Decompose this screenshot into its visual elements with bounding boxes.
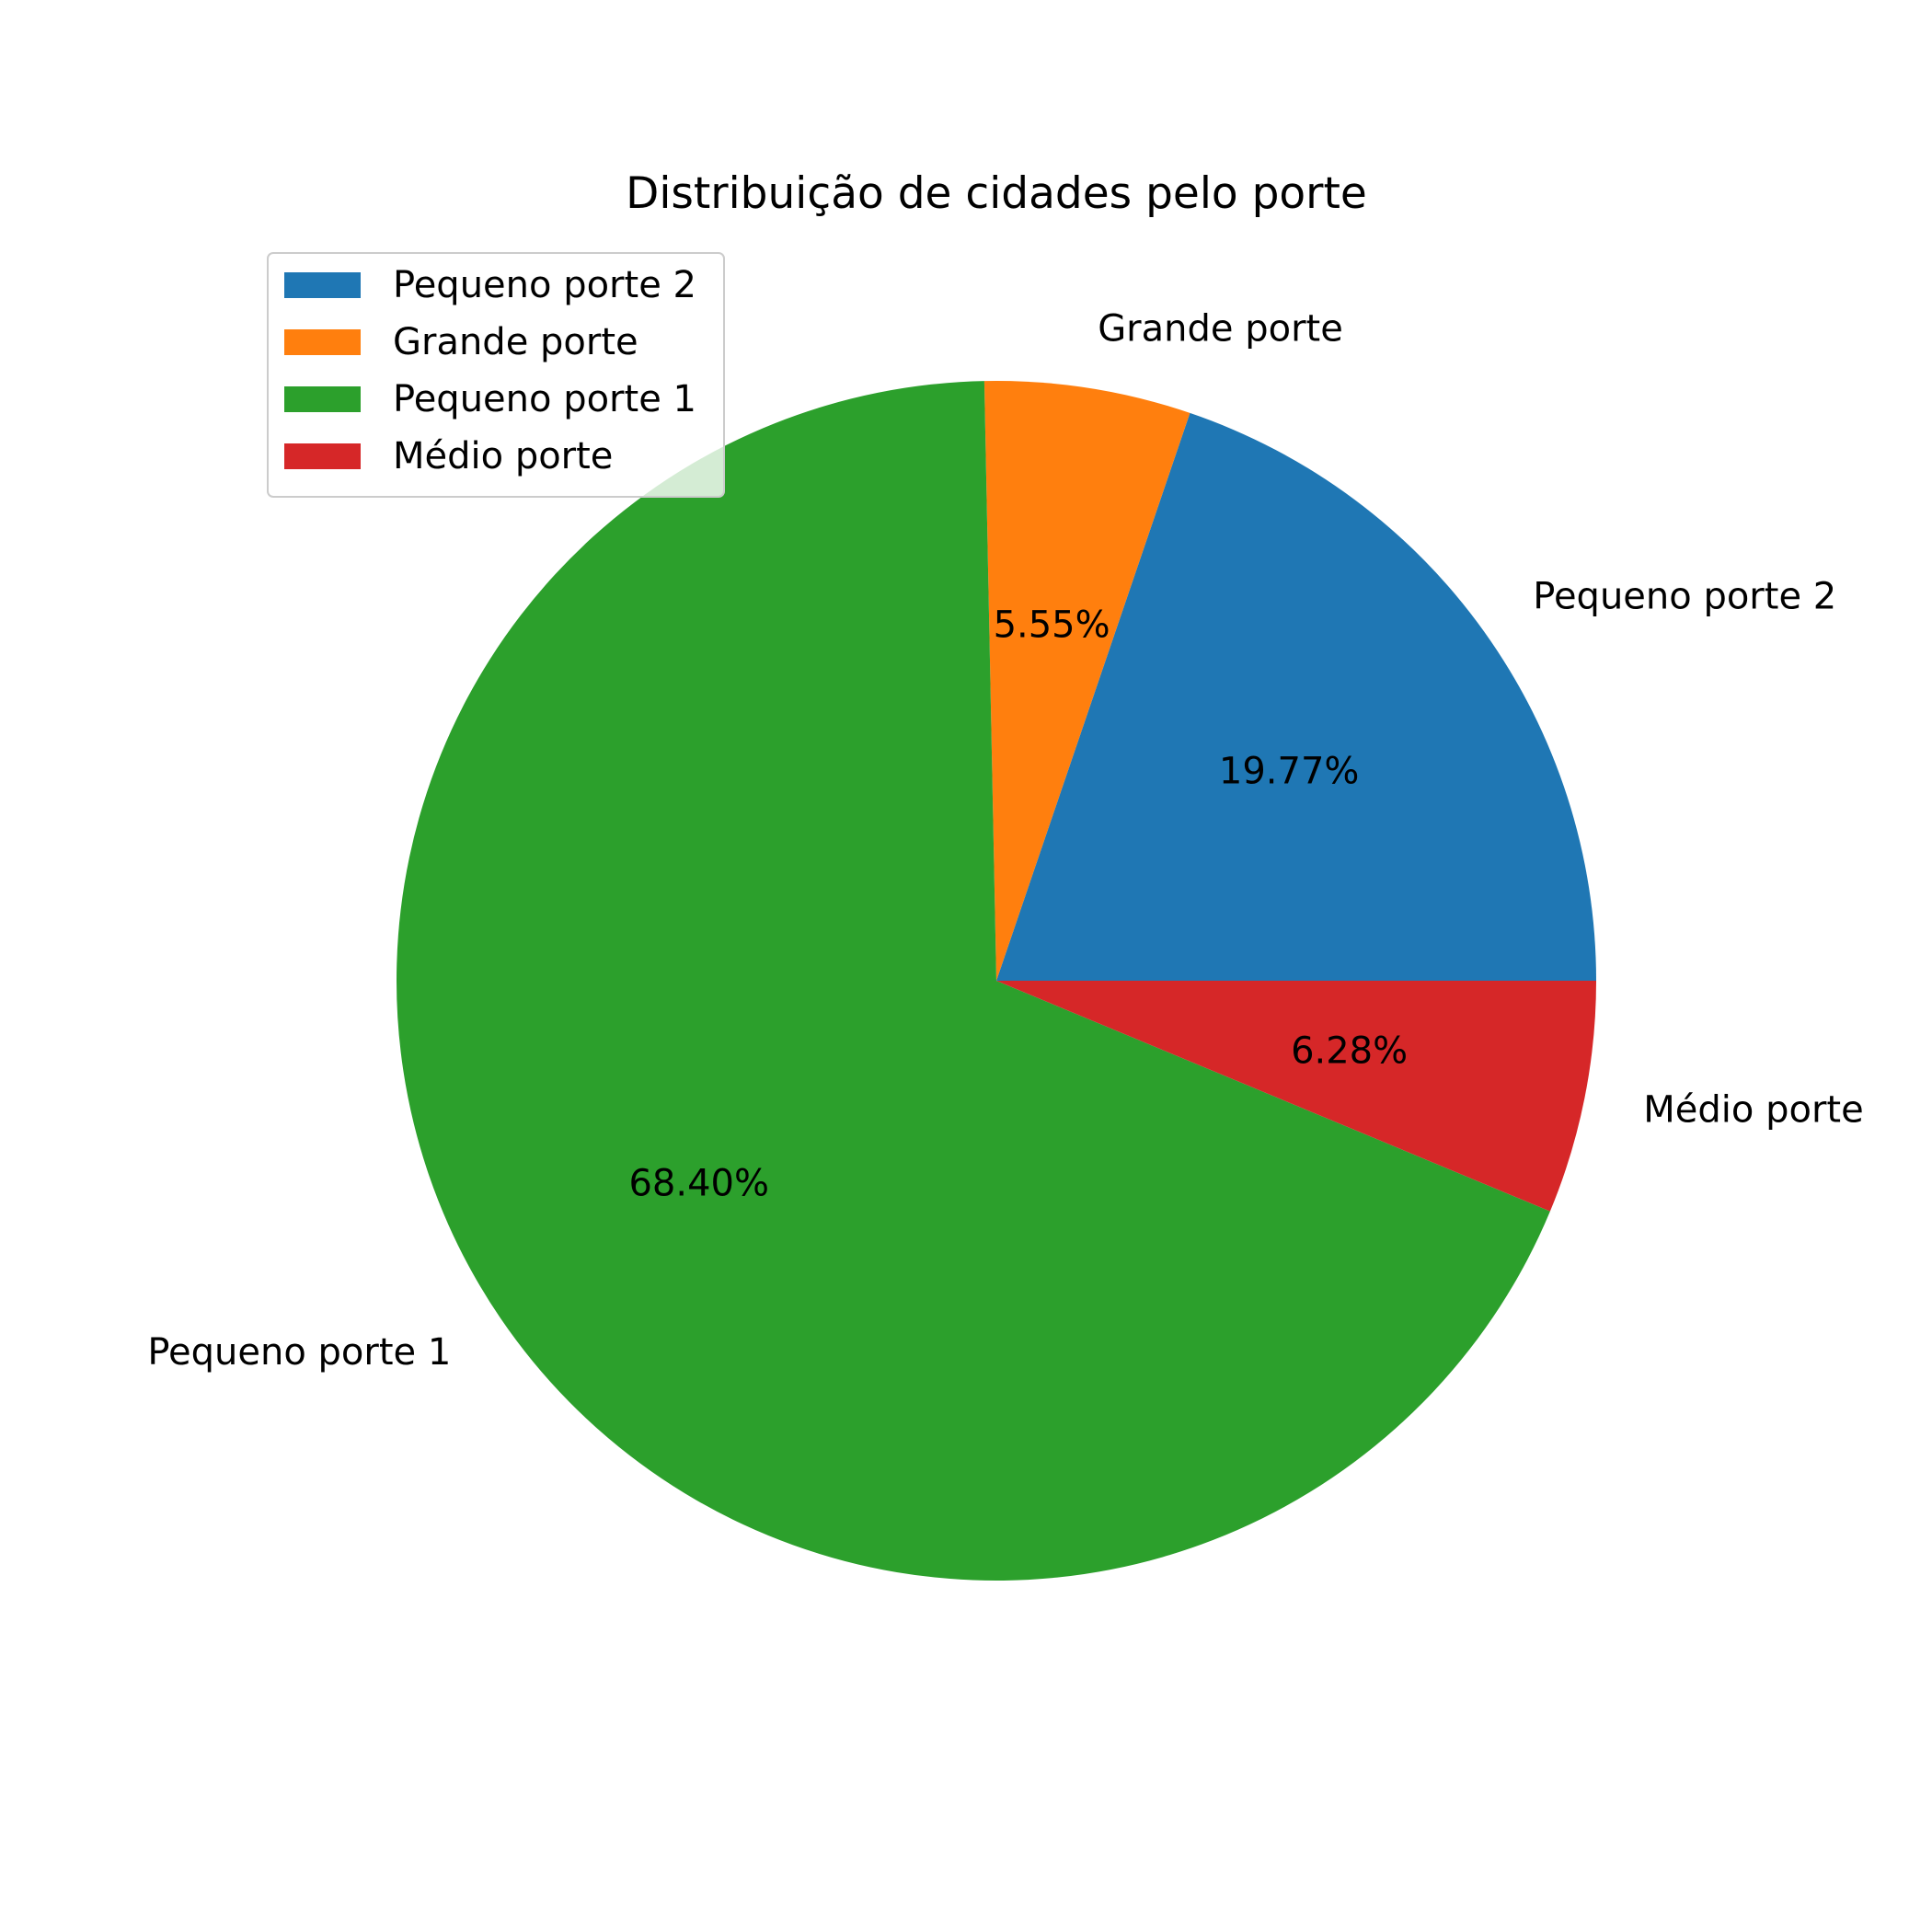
slice-labels: Pequeno porte 2 Grande porte Pequeno porte… bbox=[147, 307, 1863, 1374]
legend: Pequeno porte 2 Grande porte Pequeno porte… bbox=[267, 252, 725, 498]
percent-label-pequeno-porte-1: 68.40% bbox=[628, 1162, 769, 1204]
legend-label-pequeno-porte-2: Pequeno porte 2 bbox=[393, 264, 696, 306]
percent-label-pequeno-porte-2: 19.77% bbox=[1219, 750, 1360, 792]
legend-box bbox=[267, 252, 725, 498]
pie-slice-grande-porte bbox=[983, 381, 1190, 981]
pie-slice-medio-porte bbox=[996, 981, 1596, 1212]
slice-label-grande-porte: Grande porte bbox=[1098, 307, 1343, 350]
legend-label-medio-porte: Médio porte bbox=[393, 435, 613, 477]
legend-swatch-pequeno-porte-2 bbox=[284, 272, 361, 298]
pie-slice-pequeno-porte-2 bbox=[996, 412, 1596, 981]
slice-label-medio-porte: Médio porte bbox=[1643, 1089, 1863, 1132]
legend-swatch-pequeno-porte-1 bbox=[284, 386, 361, 412]
pie-slice-pequeno-porte-1 bbox=[397, 381, 1550, 1581]
percent-label-medio-porte: 6.28% bbox=[1291, 1030, 1408, 1073]
legend-swatch-medio-porte bbox=[284, 443, 361, 469]
pie-slices bbox=[397, 381, 1596, 1581]
slice-label-pequeno-porte-2: Pequeno porte 2 bbox=[1533, 576, 1836, 618]
legend-label-pequeno-porte-1: Pequeno porte 1 bbox=[393, 378, 696, 420]
percent-label-grande-porte: 5.55% bbox=[994, 604, 1110, 646]
legend-swatch-grande-porte bbox=[284, 329, 361, 355]
chart-title: Distribuição de cidades pelo porte bbox=[626, 168, 1367, 219]
percent-labels: 19.77% 5.55% 68.40% 6.28% bbox=[628, 604, 1408, 1204]
slice-label-pequeno-porte-1: Pequeno porte 1 bbox=[147, 1331, 451, 1374]
legend-label-grande-porte: Grande porte bbox=[393, 321, 638, 363]
